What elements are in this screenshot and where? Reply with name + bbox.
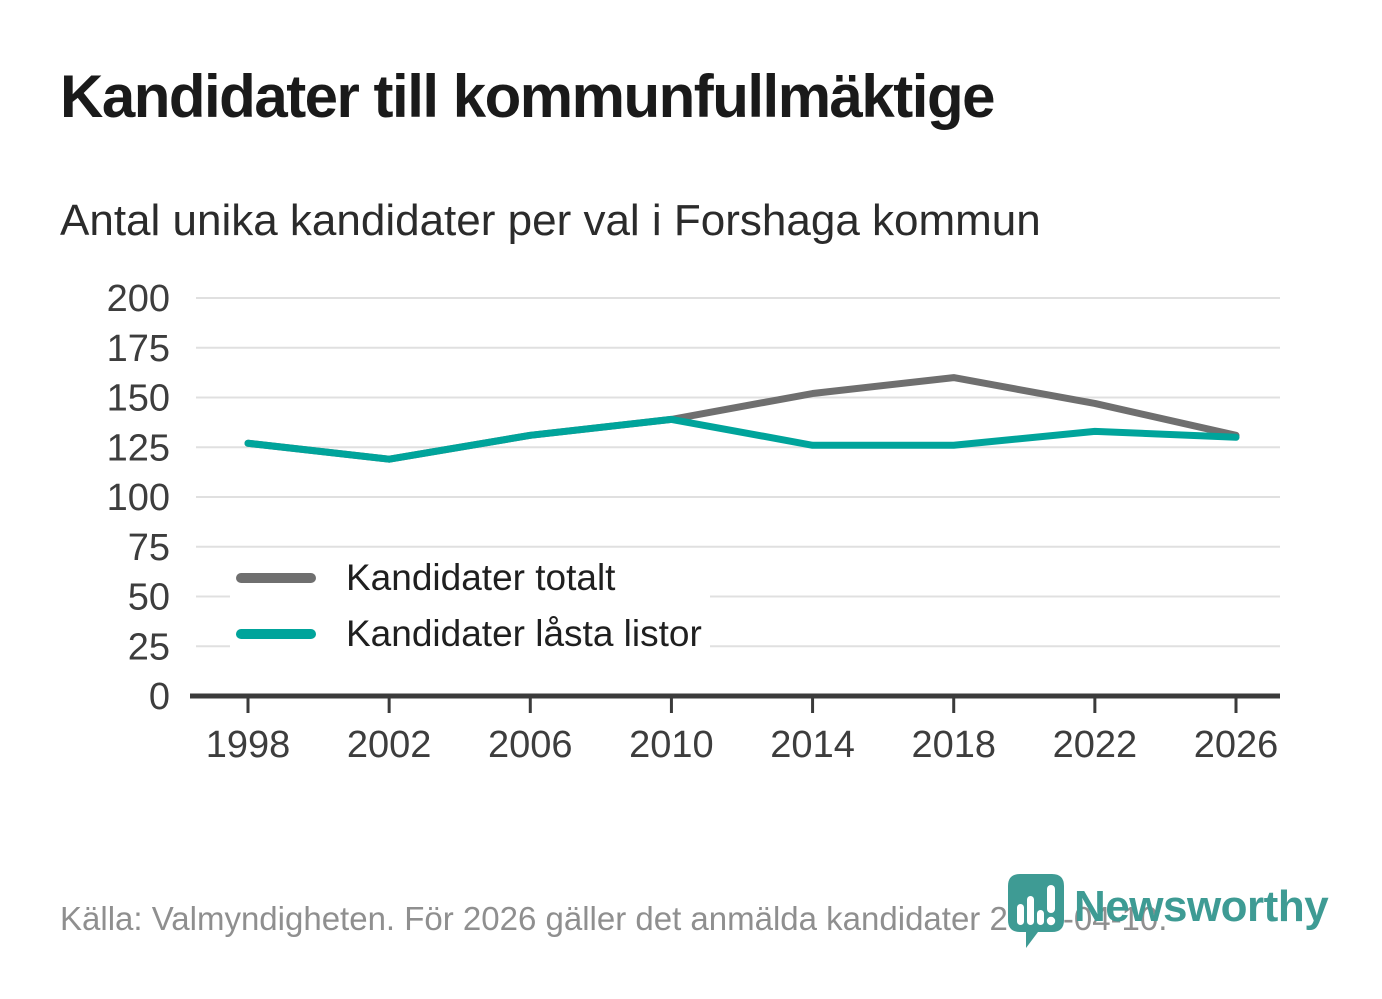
y-axis-tick-label: 200 bbox=[107, 278, 170, 320]
y-axis-tick-label: 150 bbox=[107, 378, 170, 420]
page-title: Kandidater till kommunfullmäktige bbox=[60, 63, 995, 130]
legend-swatch-lasta-listor bbox=[236, 629, 316, 639]
y-axis-tick-label: 175 bbox=[107, 328, 170, 370]
y-axis-tick-label: 50 bbox=[128, 577, 170, 619]
legend-label-lasta-listor: Kandidater låsta listor bbox=[346, 613, 702, 654]
y-axis-tick-label: 100 bbox=[107, 477, 170, 519]
newsworthy-logo[interactable]: Newsworthy bbox=[1008, 874, 1329, 950]
x-axis-tick-label: 2014 bbox=[770, 724, 855, 766]
legend-item-totalt: Kandidater totalt bbox=[230, 550, 710, 606]
chart-legend: Kandidater totalt Kandidater låsta listo… bbox=[230, 550, 710, 662]
x-axis-tick-label: 2026 bbox=[1194, 724, 1279, 766]
chart-subtitle: Antal unika kandidater per val i Forshag… bbox=[60, 196, 1041, 245]
newsworthy-wordmark: Newsworthy bbox=[1074, 882, 1329, 931]
source-caption: Källa: Valmyndigheten. För 2026 gäller d… bbox=[60, 900, 1168, 937]
legend-label-totalt: Kandidater totalt bbox=[346, 557, 616, 598]
x-axis-tick-label: 2010 bbox=[629, 724, 714, 766]
series-line-lasta-listor bbox=[244, 415, 1240, 463]
x-axis-tick-label: 2002 bbox=[347, 724, 432, 766]
y-axis-tick-label: 0 bbox=[149, 676, 170, 718]
x-axis-tick-label: 2006 bbox=[488, 724, 573, 766]
legend-swatch-totalt bbox=[236, 573, 316, 583]
x-axis-tick-label: 1998 bbox=[206, 724, 291, 766]
y-axis-tick-label: 125 bbox=[107, 427, 170, 469]
y-axis-tick-label: 75 bbox=[128, 527, 170, 569]
legend-item-lasta-listor: Kandidater låsta listor bbox=[230, 606, 710, 662]
x-axis-tick-label: 2022 bbox=[1053, 724, 1138, 766]
newsworthy-chart-bubble-icon bbox=[1008, 874, 1064, 948]
x-axis-tick-label: 2018 bbox=[911, 724, 996, 766]
y-axis-tick-label: 25 bbox=[128, 626, 170, 668]
